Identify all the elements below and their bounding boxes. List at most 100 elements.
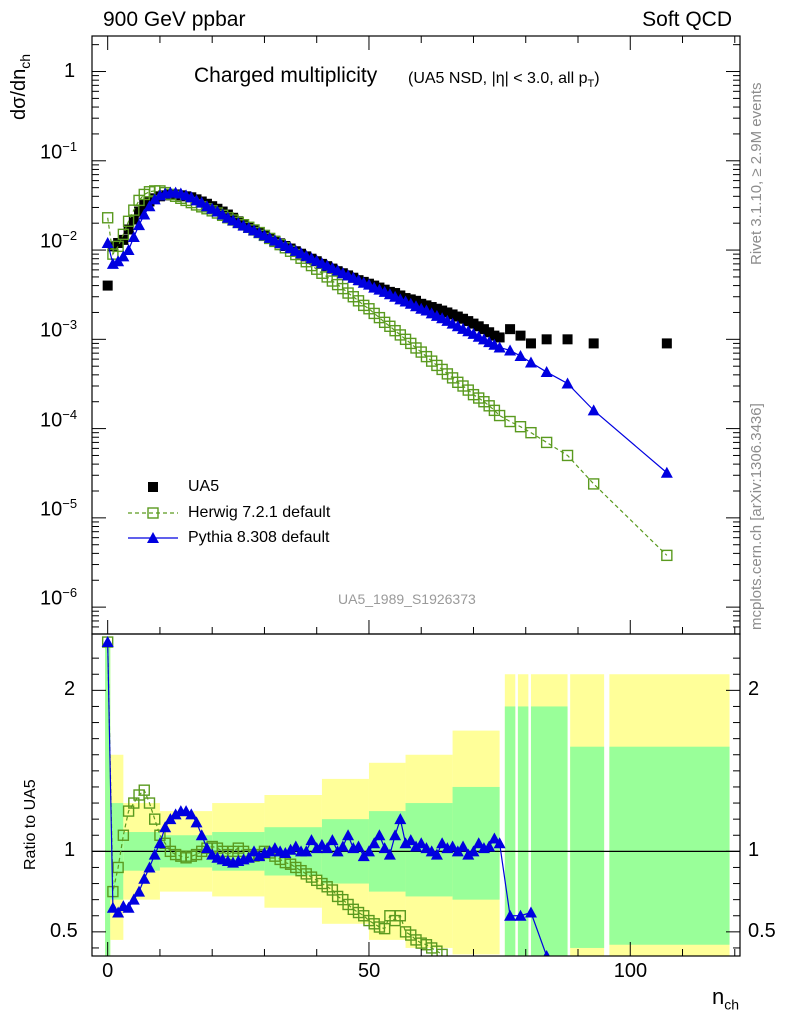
- data-point: [452, 311, 463, 322]
- ratio-point: [200, 842, 213, 854]
- ratio-point: [462, 848, 475, 860]
- ratio-point: [410, 840, 422, 852]
- header-right: Soft QCD: [642, 8, 732, 31]
- data-point: [505, 324, 516, 335]
- data-point: [561, 449, 574, 462]
- data-point: [489, 330, 500, 341]
- y-tick-label-main: 10−4: [40, 406, 78, 432]
- ratio-point: [399, 837, 412, 849]
- data-point: [540, 366, 553, 378]
- data-point: [431, 303, 442, 314]
- legend-label-herwig: Herwig 7.2.1 default: [188, 504, 331, 521]
- x-axis-label: nch: [712, 984, 740, 1013]
- legend-marker-ua5: [148, 482, 158, 492]
- data-point: [143, 200, 156, 212]
- ratio-point: [394, 813, 407, 825]
- data-point: [515, 330, 526, 341]
- ratio-point: [133, 885, 146, 897]
- data-point: [562, 334, 573, 345]
- legend-marks: [128, 482, 178, 543]
- ratio-point: [336, 840, 349, 852]
- x-tick-label: 100: [613, 960, 648, 982]
- data-point: [494, 332, 505, 343]
- y-tick-label-ratio: 0.5: [50, 919, 78, 942]
- data-point: [426, 302, 437, 313]
- y-tick-label-main: 10−3: [40, 317, 78, 342]
- ratio-point: [305, 834, 318, 846]
- ratio-point: [248, 845, 260, 857]
- legend-label-pythia: Pythia 8.308 default: [188, 529, 330, 546]
- y-axis-label-main: dσ/dnch: [8, 53, 33, 120]
- ratio-point: [342, 829, 355, 841]
- band-inner: [570, 746, 605, 948]
- ratio-point: [143, 861, 156, 873]
- ratio-point: [190, 816, 203, 828]
- series-line: [107, 192, 668, 474]
- data-point: [473, 321, 484, 332]
- ratio-point: [127, 893, 140, 905]
- data-point: [133, 219, 146, 231]
- y-axis-label-ratio: Ratio to UA5: [22, 779, 39, 870]
- ratio-point: [321, 842, 334, 854]
- ratio-point: [394, 910, 407, 922]
- ratio-point: [263, 845, 276, 857]
- data-point: [525, 426, 537, 439]
- y-tick-label-ratio: 2: [64, 678, 76, 701]
- ratio-point: [524, 906, 537, 918]
- ratio-point: [383, 848, 396, 860]
- ratio-point: [159, 821, 172, 833]
- y-tick-label-main: 10−5: [40, 495, 78, 521]
- ratio-point: [430, 848, 443, 860]
- data-point: [478, 324, 489, 335]
- band-inner: [105, 642, 111, 956]
- x-tick-label: 0: [102, 960, 114, 982]
- y-tick-label-main: 1: [64, 59, 76, 82]
- ratio-point: [138, 784, 150, 796]
- data-point: [524, 356, 537, 368]
- data-point: [661, 338, 672, 349]
- legend-marker-pythia: [147, 532, 159, 543]
- band-inner: [530, 706, 568, 956]
- ratio-point: [279, 846, 292, 858]
- data-point: [101, 236, 114, 248]
- ratio-point: [101, 636, 114, 648]
- ratio-point: [472, 837, 485, 849]
- ratio-point: [300, 845, 313, 857]
- data-point: [122, 244, 135, 256]
- data-point: [504, 415, 516, 428]
- ratio-panel-frame: [91, 633, 741, 957]
- y-tick-label-ratio: 1: [64, 839, 76, 862]
- data-point: [587, 478, 600, 490]
- ratio-point: [446, 840, 459, 852]
- band-inner: [609, 746, 730, 945]
- ratio-point: [143, 797, 156, 809]
- main-panel-series: [101, 185, 673, 562]
- ratio-point: [504, 909, 517, 921]
- y-tick-label-ratio-right: 0.5: [748, 919, 776, 942]
- ratio-point: [310, 842, 323, 854]
- ratio-point: [389, 829, 402, 841]
- ratio-point: [404, 834, 417, 846]
- data-point: [588, 338, 599, 349]
- ratio-point: [326, 834, 339, 846]
- data-point: [113, 237, 124, 248]
- data-point: [127, 231, 140, 243]
- ratio-point: [117, 829, 130, 841]
- data-point: [493, 341, 506, 353]
- data-point: [117, 228, 130, 241]
- data-point: [458, 313, 469, 324]
- data-point: [541, 334, 552, 345]
- ratio-point: [514, 909, 527, 921]
- ratio-point: [112, 906, 125, 918]
- ratio-panel-series: [101, 636, 550, 956]
- ratio-point: [543, 950, 550, 956]
- ratio-point: [112, 861, 124, 874]
- data-point: [660, 466, 673, 478]
- ratio-point: [431, 945, 443, 956]
- x-tick-label: 50: [357, 960, 381, 982]
- band-inner: [517, 706, 529, 956]
- chart-title: Charged multiplicity: [194, 64, 378, 87]
- ratio-point: [373, 829, 386, 841]
- header-left: 900 GeV ppbar: [103, 8, 246, 31]
- data-point: [138, 208, 151, 220]
